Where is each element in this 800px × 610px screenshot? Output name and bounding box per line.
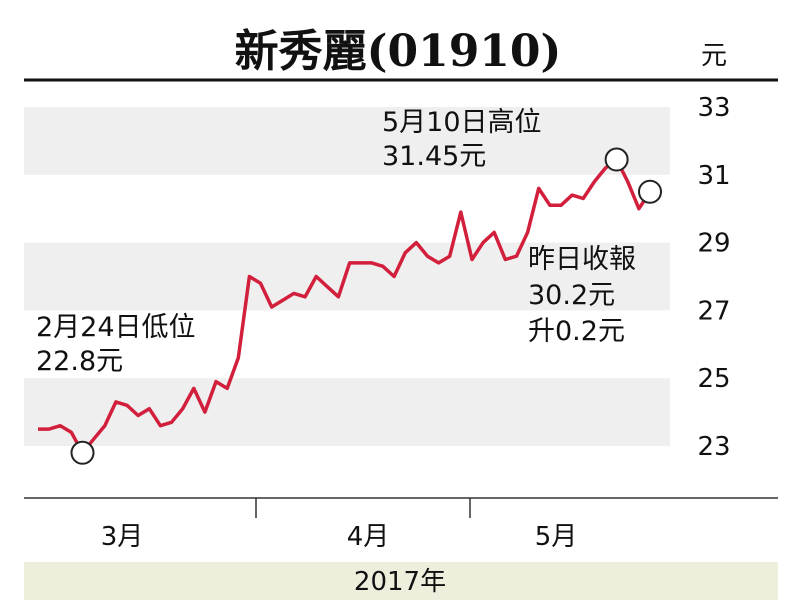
y-tick-label-23: 23 <box>697 432 730 462</box>
y-axis-ticks: 33 31 29 27 25 23 <box>697 93 730 462</box>
grid-band-1 <box>24 242 670 311</box>
month-label-may: 5月 <box>535 522 578 552</box>
y-tick-label-33: 33 <box>697 93 730 123</box>
high-annotation-line1: 5月10日高位 <box>382 107 542 138</box>
high-marker <box>604 147 629 172</box>
chart-title: 新秀麗(01910) <box>235 26 562 77</box>
high-annotation-line2: 31.45元 <box>382 141 486 172</box>
y-tick-label-25: 25 <box>697 364 730 394</box>
y-tick-label-27: 27 <box>697 296 730 326</box>
grid-band-2 <box>24 378 670 446</box>
y-tick-label-31: 31 <box>697 161 730 191</box>
last-annotation-line1: 昨日收報 <box>528 244 636 275</box>
low-annotation-line2: 22.8元 <box>36 346 123 377</box>
price-line <box>38 157 652 455</box>
last-annotation-line2: 30.2元 <box>528 280 615 311</box>
month-label-apr: 4月 <box>347 522 390 552</box>
last-annotation-line3: 升0.2元 <box>528 316 625 347</box>
low-marker <box>70 440 95 465</box>
grid-band-0 <box>24 107 670 175</box>
year-label: 2017年 <box>354 567 446 597</box>
low-annotation-line1: 2月24日低位 <box>36 312 196 343</box>
year-footer-band <box>24 562 778 600</box>
grid-bands <box>24 107 670 446</box>
last-marker <box>638 179 662 204</box>
y-tick-label-29: 29 <box>697 229 730 259</box>
month-label-mar: 3月 <box>101 522 144 552</box>
unit-label: 元 <box>701 41 727 71</box>
